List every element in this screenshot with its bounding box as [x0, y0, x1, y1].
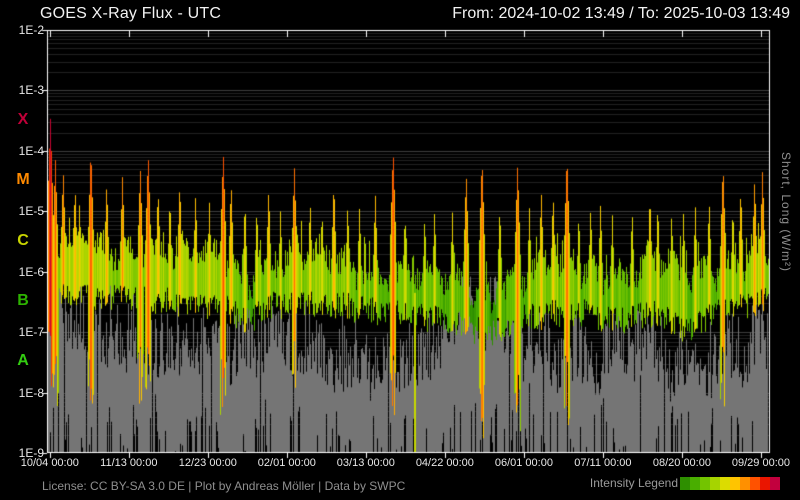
license-text: License: CC BY-SA 3.0 DE | Plot by Andre…: [42, 479, 406, 493]
flare-class-letter-b: B: [17, 291, 29, 309]
y-axis-tick-label: 1E-4: [18, 143, 44, 158]
x-axis-tick-label: 03/13 00:00: [336, 457, 395, 469]
intensity-legend: Intensity Legend: [590, 476, 780, 490]
flare-class-letter-x: X: [17, 110, 29, 128]
intensity-legend-swatch: [720, 476, 730, 490]
y-axis-tick-label: 1E-5: [18, 204, 44, 219]
time-range-label: From: 2024-10-02 13:49 / To: 2025-10-03 …: [452, 5, 790, 22]
flare-class-letter-m: M: [16, 171, 30, 189]
intensity-legend-swatch: [750, 476, 760, 490]
intensity-legend-label: Intensity Legend: [589, 476, 678, 490]
chart-title: GOES X-Ray Flux - UTC: [40, 5, 222, 22]
x-axis-tick-label: 10/04 00:00: [20, 457, 79, 469]
y-axis-tick-label: 1E-8: [18, 385, 44, 400]
x-axis-tick-label: 12/23 00:00: [178, 457, 237, 469]
flare-class-letter-c: C: [17, 231, 29, 249]
y-axis-tick-label: 1E-7: [18, 325, 44, 340]
intensity-legend-swatch: [760, 476, 770, 490]
x-axis-tick-label: 02/01 00:00: [257, 457, 316, 469]
y-axis-tick-label: 1E-9: [18, 446, 44, 460]
right-axis-label: Short, Long (W/m²): [779, 152, 793, 273]
intensity-legend-swatch: [680, 476, 690, 490]
x-axis-tick-label: 04/22 00:00: [415, 457, 474, 469]
y-axis-tick-label: 1E-2: [18, 23, 44, 37]
y-axis-tick-label: 1E-6: [18, 264, 44, 279]
intensity-legend-swatch: [710, 476, 720, 490]
x-axis-tick-label: 11/13 00:00: [100, 457, 158, 469]
x-axis-tick-label: 06/01 00:00: [494, 457, 553, 469]
intensity-legend-bar: [680, 476, 780, 490]
intensity-legend-swatch: [740, 476, 750, 490]
intensity-legend-swatch: [730, 476, 740, 490]
flare-class-letter-a: A: [17, 352, 29, 370]
x-axis-tick-label: 07/11 00:00: [574, 457, 632, 469]
x-axis-tick-label: 09/29 00:00: [731, 457, 790, 469]
y-axis-tick-label: 1E-3: [18, 83, 44, 98]
intensity-legend-swatch: [690, 476, 700, 490]
intensity-legend-swatch: [770, 476, 780, 490]
intensity-legend-swatch: [700, 476, 710, 490]
x-axis-tick-label: 08/20 00:00: [652, 457, 711, 469]
